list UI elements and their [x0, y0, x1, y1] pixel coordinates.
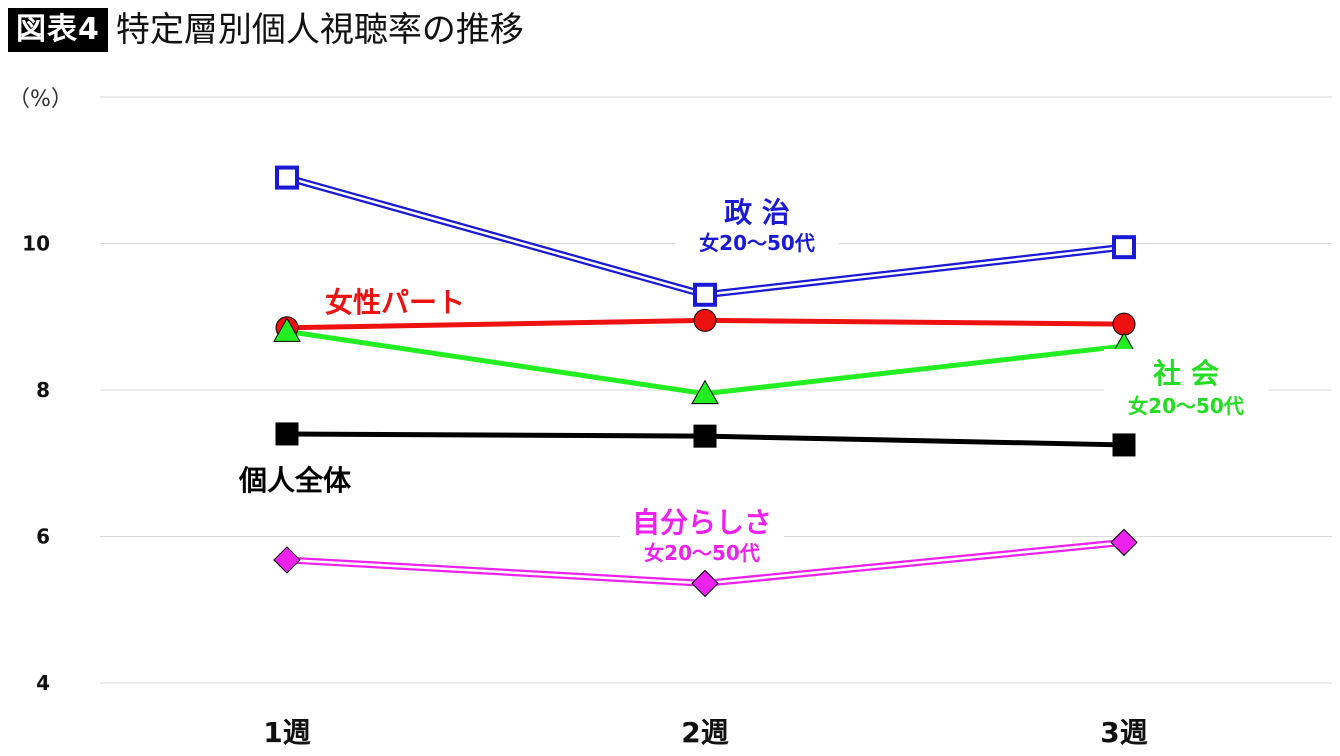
y-tick-label: 4: [36, 671, 50, 695]
data-point-4-2: [1110, 528, 1138, 557]
data-point-1-2: [1112, 312, 1136, 336]
series-label-3: 個人全体: [238, 464, 352, 497]
series-label-2: 社 会: [1153, 357, 1219, 390]
y-tick-label: 8: [36, 378, 50, 402]
data-point-3-1: [693, 424, 717, 448]
series-label-bg: [620, 498, 784, 570]
x-tick-label: 3週: [1100, 716, 1147, 749]
series-sublabel-2: 女20～50代: [1128, 394, 1244, 418]
figure-badge: 図表4: [8, 8, 108, 52]
series-label-1: 女性パート: [325, 286, 465, 319]
series-label-0: 政 治: [724, 196, 790, 229]
data-point-4-1: [691, 569, 719, 598]
series-sublabel-0: 女20～50代: [699, 231, 815, 255]
title-block: 図表4 特定層別個人視聴率の推移: [8, 6, 524, 54]
series-label-4: 自分らしさ: [632, 506, 772, 539]
data-point-4-0: [273, 546, 301, 574]
data-point-0-1: [693, 282, 717, 307]
chart-title: 特定層別個人視聴率の推移: [115, 10, 524, 50]
data-point-1-1: [693, 308, 717, 332]
series-sublabel-4: 女20～50代: [644, 541, 760, 565]
data-point-3-2: [1112, 433, 1136, 457]
data-point-0-0: [275, 165, 299, 190]
data-point-3-0: [275, 422, 299, 446]
series-label-bg: [675, 188, 839, 260]
data-point-2-1: [691, 379, 719, 405]
x-tick-label: 2週: [681, 716, 728, 749]
series-label-bg: [1104, 349, 1268, 421]
y-axis-label: （%）: [8, 87, 73, 112]
y-tick-label: 10: [22, 232, 50, 256]
x-tick-label: 1週: [263, 716, 310, 749]
data-point-0-2: [1112, 235, 1136, 260]
y-tick-label: 6: [36, 525, 50, 549]
data-point-2-0: [273, 317, 301, 342]
